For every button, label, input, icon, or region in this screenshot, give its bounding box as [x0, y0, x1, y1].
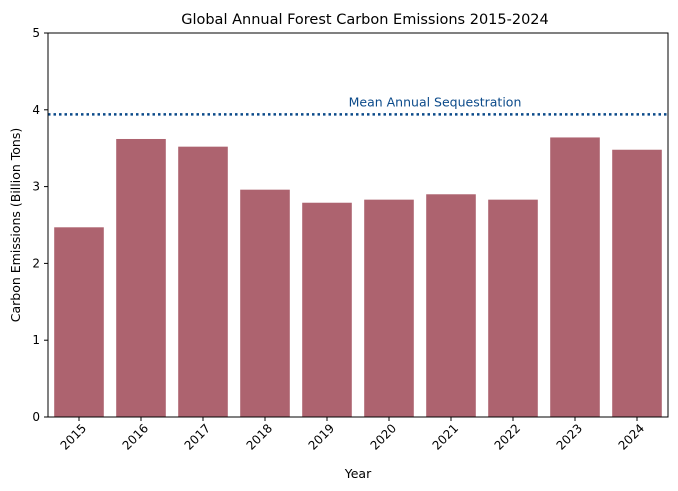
x-axis: 2015 2016 2017 2018 2019 2020 2021 2022 2023 2024 — [58, 417, 647, 453]
bar-2018 — [240, 189, 290, 417]
x-tick-label-2015: 2015 — [58, 421, 89, 452]
y-axis-label: Carbon Emissions (Billion Tons) — [8, 128, 23, 322]
x-tick-label-2019: 2019 — [306, 421, 337, 452]
bar-2023 — [550, 137, 600, 417]
chart-title: Global Annual Forest Carbon Emissions 20… — [181, 12, 549, 28]
bar-2019 — [302, 202, 352, 417]
plot-frame — [47, 32, 669, 418]
y-tick-label-5: 5 — [32, 26, 40, 40]
x-tick-label-2022: 2022 — [492, 421, 523, 452]
bar-2015 — [54, 227, 104, 417]
y-tick-label-4: 4 — [32, 103, 40, 117]
y-axis: 0 1 2 3 4 5 — [32, 26, 48, 424]
bar-2016 — [116, 138, 166, 417]
plot-area: Mean Annual Sequestration — [47, 32, 669, 418]
x-tick-label-2018: 2018 — [244, 421, 275, 452]
reference-line-group: Mean Annual Sequestration — [48, 94, 668, 116]
x-tick-label-2023: 2023 — [554, 421, 585, 452]
reference-line-label: Mean Annual Sequestration — [349, 94, 522, 109]
x-tick-label-2020: 2020 — [368, 421, 399, 452]
x-tick-label-2024: 2024 — [616, 421, 647, 452]
bar-2022 — [488, 199, 538, 417]
y-tick-label-2: 2 — [32, 256, 40, 270]
bar-2021 — [426, 194, 476, 417]
x-tick-label-2016: 2016 — [120, 421, 151, 452]
y-tick-label-1: 1 — [32, 333, 40, 347]
bar-2017 — [178, 146, 228, 417]
x-tick-label-2017: 2017 — [182, 421, 213, 452]
x-axis-label: Year — [344, 466, 372, 481]
y-tick-label-0: 0 — [32, 410, 40, 424]
bar-2024 — [612, 149, 662, 417]
bars — [54, 137, 662, 417]
y-tick-label-3: 3 — [32, 180, 40, 194]
x-tick-label-2021: 2021 — [430, 421, 461, 452]
bar-2020 — [364, 199, 414, 417]
